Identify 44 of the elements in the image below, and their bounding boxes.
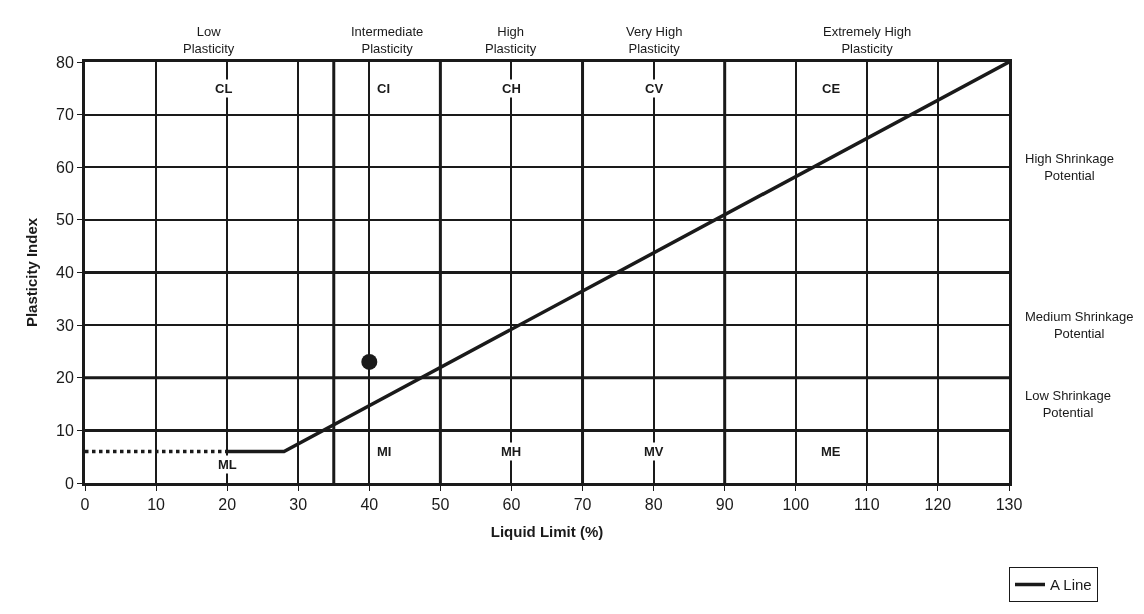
y-tick-label: 10 (56, 421, 74, 439)
text: Low Shrinkage Potential (1025, 388, 1111, 420)
annotation: MI (377, 444, 392, 459)
x-tick-label: 30 (289, 496, 308, 514)
y-tick-label: 0 (64, 474, 74, 492)
x-tick-label: 110 (854, 496, 880, 514)
y-tick-label: 40 (56, 264, 74, 282)
x-tick-label: 40 (360, 496, 379, 514)
annotation: ME (821, 444, 841, 459)
x-tick-label: 70 (573, 496, 592, 514)
annotation: MV (644, 444, 664, 459)
text: Very High Plasticity (626, 24, 683, 56)
x-tick-label: 0 (80, 496, 90, 514)
annotation: ML (218, 457, 237, 472)
x-tick-label: 60 (502, 496, 521, 514)
y-axis-title: Plasticity Index (23, 217, 41, 328)
x-tick-label: 20 (218, 496, 237, 514)
text: High Plasticity (485, 24, 537, 56)
x-tick-label: 50 (431, 496, 450, 514)
y-tick-label: 80 (56, 53, 74, 71)
x-tick-label: 120 (924, 496, 952, 514)
y-tick-label: 50 (56, 211, 74, 229)
y-tick-label: 20 (56, 369, 74, 387)
x-tick-label: 80 (644, 496, 663, 514)
y-tick-label: 60 (56, 158, 74, 176)
text: Medium Shrinkage Potential (1025, 309, 1134, 341)
annotation: CV (645, 81, 664, 96)
y-tick-label: 70 (56, 106, 74, 124)
x-axis-title: Liquid Limit (%) (490, 523, 604, 541)
annotation: MH (501, 444, 522, 459)
text: Low Plasticity (183, 24, 235, 56)
y-tick-label: 30 (56, 316, 74, 334)
text: Intermediate Plasticity (351, 24, 424, 56)
annotation: CI (377, 81, 390, 96)
x-tick-label: 100 (782, 496, 810, 514)
annotation: CH (502, 81, 521, 96)
legend-label: A Line (1050, 576, 1092, 594)
text: Extremely High Plasticity (823, 24, 912, 56)
annotation: CL (215, 81, 233, 96)
x-tick-label: 130 (995, 496, 1023, 514)
text: High Shrinkage Potential (1025, 151, 1114, 183)
x-tick-label: 10 (147, 496, 166, 514)
x-tick-label: 90 (715, 496, 734, 514)
annotation: CE (822, 81, 841, 96)
